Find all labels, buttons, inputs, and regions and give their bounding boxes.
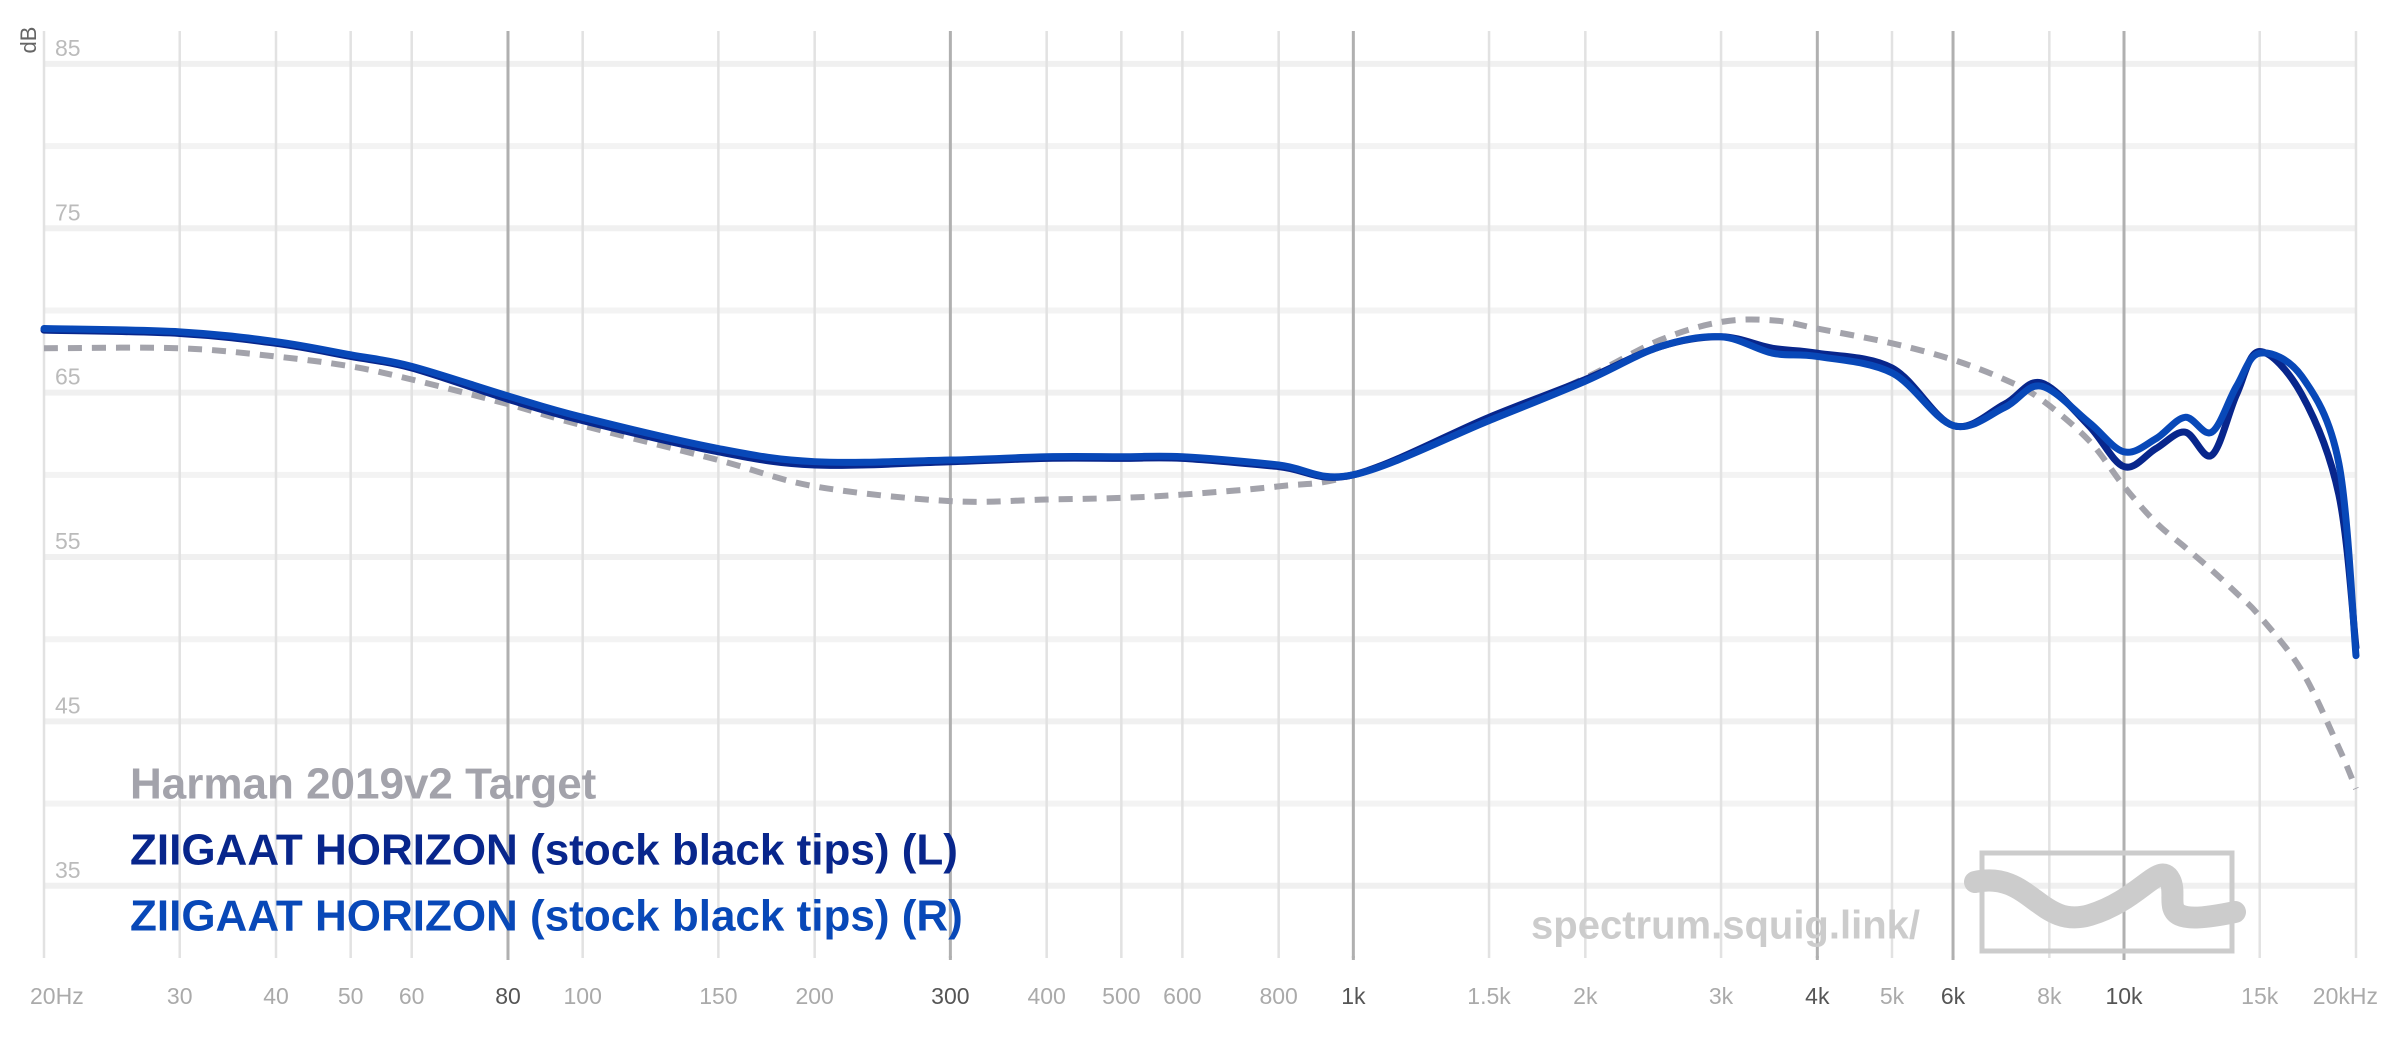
- y-unit: dB: [16, 27, 41, 54]
- x-tick-label: 8k: [2037, 983, 2062, 1009]
- x-tick-label: 6k: [1941, 983, 1966, 1009]
- x-tick-label: 400: [1027, 983, 1065, 1009]
- watermark: spectrum.squig.link/: [1531, 904, 1920, 948]
- x-tick-label: 100: [563, 983, 601, 1009]
- x-tick-label: 20Hz: [30, 983, 84, 1009]
- x-tick-label: 5k: [1880, 983, 1905, 1009]
- x-tick-label: 3k: [1709, 983, 1734, 1009]
- x-tick-label: 50: [338, 983, 364, 1009]
- watermark-logo: [1964, 850, 2246, 954]
- x-tick-label: 10k: [2105, 983, 2143, 1009]
- legend-entry: Harman 2019v2 Target: [130, 760, 597, 809]
- x-tick-label: 4k: [1805, 983, 1830, 1009]
- y-tick-label: 45: [55, 692, 81, 718]
- x-tick-label: 60: [399, 983, 425, 1009]
- x-tick-label: 800: [1259, 983, 1297, 1009]
- series-line: [40, 326, 2360, 651]
- x-tick-label: 1k: [1341, 983, 1366, 1009]
- x-tick-label: 500: [1102, 983, 1140, 1009]
- x-tick-label: 80: [495, 983, 521, 1009]
- y-tick-label: 75: [55, 199, 81, 225]
- legend-entry: ZIIGAAT HORIZON (stock black tips) (L): [130, 826, 958, 875]
- x-tick-label: 1.5k: [1467, 983, 1511, 1009]
- x-tick-label: 200: [795, 983, 833, 1009]
- y-tick-label: 35: [55, 857, 81, 883]
- legend-entry: ZIIGAAT HORIZON (stock black tips) (R): [130, 892, 963, 941]
- y-tick-label: 55: [55, 528, 81, 554]
- plot: 35 45 55 65 75 85 20Hz 30 40 50 60 80 100 150 200 300 40…: [30, 31, 2378, 1009]
- x-tick-label: 150: [699, 983, 737, 1009]
- x-tick-label: 20kHz: [2313, 983, 2378, 1009]
- x-tick-label: 2k: [1573, 983, 1598, 1009]
- x-tick-label: 15k: [2241, 983, 2279, 1009]
- x-tick-label: 300: [931, 983, 969, 1009]
- series-line: [40, 325, 2360, 660]
- logo-wave: [1964, 863, 2246, 929]
- x-tick-label: 600: [1163, 983, 1201, 1009]
- x-tick-label: 30: [167, 983, 193, 1009]
- y-tick-label: 85: [55, 35, 81, 61]
- x-tick-label: 40: [263, 983, 289, 1009]
- y-tick-label: 65: [55, 364, 81, 390]
